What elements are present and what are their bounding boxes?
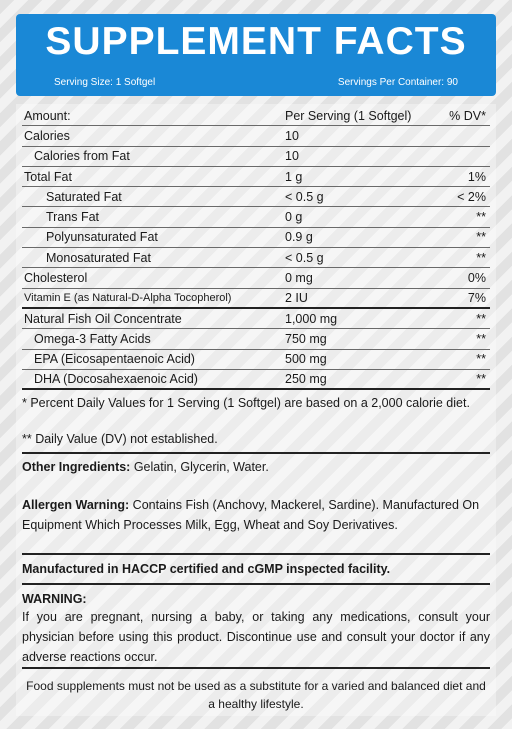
table-row: Total Fat 1 g 1% xyxy=(22,167,490,188)
allergen-warning: Allergen Warning: Contains Fish (Anchovy… xyxy=(22,495,490,535)
nutrient-name: Calories from Fat xyxy=(34,149,130,164)
other-ingredients-text: Gelatin, Glycerin, Water. xyxy=(130,460,269,474)
divider xyxy=(22,452,490,454)
nutrient-name: Calories xyxy=(24,128,70,143)
facility-statement: Manufactured in HACCP certified and cGMP… xyxy=(22,559,490,579)
nutrient-amount: 750 mg xyxy=(285,331,327,346)
nutrient-amount: 0 g xyxy=(285,210,303,225)
table-row: Cholesterol 0 mg 0% xyxy=(22,268,490,289)
nutrient-amount: 10 xyxy=(285,149,299,164)
servings-per-container: Servings Per Container: 90 xyxy=(337,77,458,88)
table-row: Vitamin E (as Natural-D-Alpha Tocopherol… xyxy=(22,289,490,309)
table-row: Calories from Fat 10 xyxy=(22,147,490,167)
divider xyxy=(22,553,490,555)
nutrient-name: Polyunsaturated Fat xyxy=(46,230,158,245)
divider xyxy=(22,583,490,585)
serving-size: Serving Size: 1 Softgel xyxy=(54,77,156,88)
table-row: Calories 10 xyxy=(22,126,490,147)
divider xyxy=(22,667,490,669)
header-amount: Amount: xyxy=(24,108,71,123)
nutrient-dv: 1% xyxy=(467,169,486,184)
header-per-serving: Per Serving (1 Softgel) xyxy=(285,108,412,123)
nutrient-dv: 0% xyxy=(467,271,486,286)
nutrient-dv: ** xyxy=(476,250,486,265)
label-panel xyxy=(16,104,496,716)
footnote-percent-dv: * Percent Daily Values for 1 Serving (1 … xyxy=(22,396,470,410)
allergen-warning-label: Allergen Warning: xyxy=(22,498,130,512)
table-row: Trans Fat 0 g ** xyxy=(22,207,490,228)
nutrient-name: DHA (Docosahexaenoic Acid) xyxy=(34,372,198,386)
page-title: SUPPLEMENT FACTS xyxy=(45,20,467,63)
nutrient-dv: ** xyxy=(476,331,486,346)
warning-label: WARNING: xyxy=(22,592,87,606)
nutrient-amount: 1,000 mg xyxy=(285,311,338,326)
nutrient-dv: ** xyxy=(476,352,486,367)
other-ingredients: Other Ingredients: Gelatin, Glycerin, Wa… xyxy=(22,457,490,477)
footer-disclaimer: Food supplements must not be used as a s… xyxy=(26,679,486,711)
warning-heading: WARNING: xyxy=(22,589,490,609)
nutrient-amount: 0 mg xyxy=(285,271,313,286)
nutrient-amount: < 0.5 g xyxy=(285,189,324,204)
footnote-not-established: ** Daily Value (DV) not established. xyxy=(22,432,218,446)
nutrient-amount: 0.9 g xyxy=(285,230,313,245)
nutrient-amount: 500 mg xyxy=(285,352,327,367)
facility-text: Manufactured in HACCP certified and cGMP… xyxy=(22,562,391,576)
nutrient-amount: 10 xyxy=(285,128,299,143)
nutrient-dv: ** xyxy=(476,372,486,386)
other-ingredients-label: Other Ingredients: xyxy=(22,460,131,474)
table-row: DHA (Docosahexaenoic Acid) 250 mg ** xyxy=(22,370,490,391)
nutrient-amount: < 0.5 g xyxy=(285,250,324,265)
nutrient-amount: 250 mg xyxy=(285,372,327,386)
nutrient-dv: ** xyxy=(476,210,486,225)
nutrient-dv: ** xyxy=(476,230,486,245)
nutrient-amount: 2 IU xyxy=(285,290,308,305)
table-row: Monosaturated Fat < 0.5 g ** xyxy=(22,248,490,269)
nutrient-name: Trans Fat xyxy=(46,210,100,225)
table-row: Omega-3 Fatty Acids 750 mg ** xyxy=(22,329,490,350)
nutrient-name: Total Fat xyxy=(24,169,72,184)
nutrient-dv: ** xyxy=(476,311,486,326)
table-row: Polyunsaturated Fat 0.9 g ** xyxy=(22,228,490,249)
header-dv: % DV* xyxy=(449,108,486,123)
nutrient-name: Natural Fish Oil Concentrate xyxy=(24,311,182,326)
table-row: Saturated Fat < 0.5 g < 2% xyxy=(22,187,490,208)
nutrient-dv: 7% xyxy=(467,290,486,305)
nutrient-name: Vitamin E (as Natural-D-Alpha Tocopherol… xyxy=(24,291,232,304)
nutrient-name: EPA (Eicosapentaenoic Acid) xyxy=(34,352,195,367)
header-banner: SUPPLEMENT FACTS Serving Size: 1 Softgel… xyxy=(16,14,496,96)
nutrient-name: Omega-3 Fatty Acids xyxy=(34,331,151,346)
table-header-row: Amount: Per Serving (1 Softgel) % DV* xyxy=(22,106,490,127)
nutrient-name: Cholesterol xyxy=(24,271,88,286)
table-row: Natural Fish Oil Concentrate 1,000 mg ** xyxy=(22,309,490,330)
nutrient-dv: < 2% xyxy=(457,189,486,204)
nutrient-name: Saturated Fat xyxy=(46,189,122,204)
allergen-warning-text: Contains Fish (Anchovy, Mackerel, Sardin… xyxy=(22,498,480,532)
warning-text: If you are pregnant, nursing a baby, or … xyxy=(22,610,490,664)
facts-table: Amount: Per Serving (1 Softgel) % DV* Ca… xyxy=(22,106,490,391)
nutrient-name: Monosaturated Fat xyxy=(46,250,151,265)
table-row: EPA (Eicosapentaenoic Acid) 500 mg ** xyxy=(22,350,490,370)
nutrient-amount: 1 g xyxy=(285,169,303,184)
